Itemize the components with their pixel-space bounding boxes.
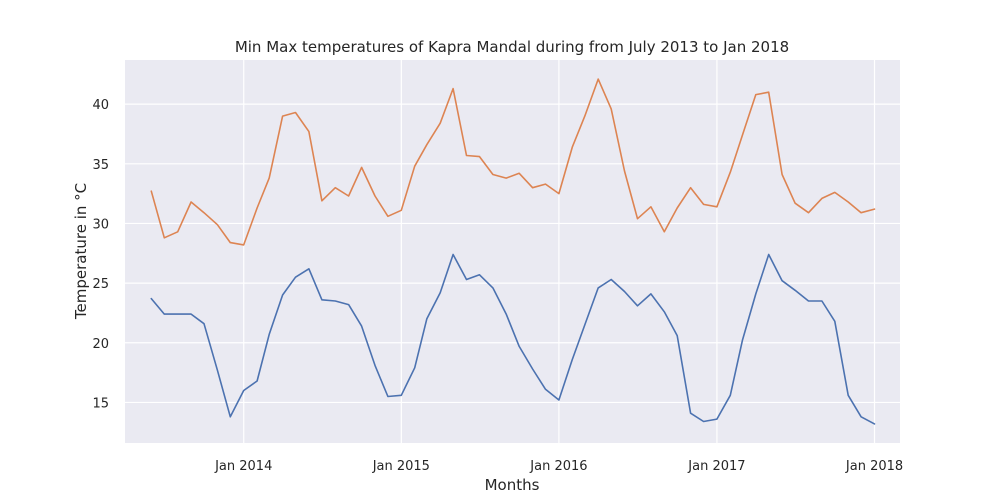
y-tick-label: 20 bbox=[92, 337, 109, 352]
x-tick-label: Jan 2015 bbox=[372, 459, 430, 474]
chart-title: Min Max temperatures of Kapra Mandal dur… bbox=[235, 38, 789, 56]
x-tick-label: Jan 2018 bbox=[845, 459, 903, 474]
series-lines bbox=[150, 78, 876, 425]
y-tick-label: 35 bbox=[92, 158, 109, 173]
x-tick-label: Jan 2017 bbox=[687, 459, 745, 474]
y-tick-label: 30 bbox=[92, 217, 109, 232]
y-tick-label: 15 bbox=[92, 396, 109, 411]
plot-area bbox=[125, 60, 900, 443]
x-tick-label: Jan 2014 bbox=[214, 459, 272, 474]
max-temperature-line bbox=[150, 78, 876, 246]
y-tick-label: 25 bbox=[92, 277, 109, 292]
x-tick-label: Jan 2016 bbox=[529, 459, 587, 474]
vertical-gridlines bbox=[243, 60, 876, 443]
y-tick-labels: 15 20 25 30 35 40 bbox=[92, 98, 109, 411]
y-axis-label: Temperature in °C bbox=[72, 183, 90, 320]
y-tick-label: 40 bbox=[92, 98, 109, 113]
min-temperature-line bbox=[150, 253, 876, 425]
x-axis-label: Months bbox=[485, 476, 540, 494]
x-tick-labels: Jan 2014 Jan 2015 Jan 2016 Jan 2017 Jan 2018 bbox=[214, 459, 903, 474]
